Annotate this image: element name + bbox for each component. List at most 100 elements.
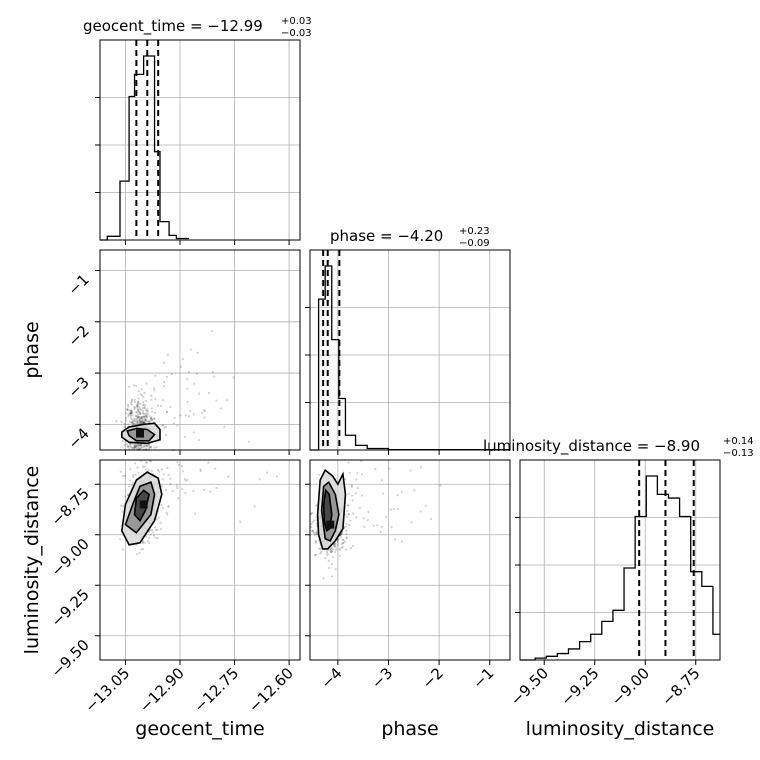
sample-point [419, 466, 423, 469]
sample-point [150, 417, 153, 420]
density-peak [136, 429, 144, 438]
sample-point [141, 445, 144, 448]
sample-point [144, 415, 147, 418]
title-luminosity-distance-main: luminosity_distance = −8.90 [483, 437, 700, 456]
sample-point [142, 395, 145, 399]
sample-point [192, 413, 195, 416]
sample-point [176, 461, 179, 464]
sample-point [137, 402, 140, 405]
sample-point [360, 460, 363, 463]
sample-point [135, 445, 138, 448]
sample-point [310, 512, 314, 515]
sample-point [133, 398, 137, 401]
sample-point [374, 468, 377, 471]
sample-point [139, 420, 142, 424]
sample-point [135, 422, 139, 425]
sample-point [165, 433, 168, 436]
sample-point [193, 512, 197, 515]
sample-point [355, 478, 358, 481]
sample-point [129, 412, 133, 415]
sample-point [138, 444, 141, 447]
sample-point [215, 399, 218, 402]
sample-point [318, 473, 321, 476]
sample-point [143, 445, 146, 448]
sample-point [177, 463, 181, 467]
sample-point [314, 540, 318, 544]
sample-point [161, 424, 164, 427]
sample-point [253, 505, 256, 508]
sample-point [345, 529, 348, 532]
sample-point [137, 471, 140, 474]
sample-point [134, 406, 137, 409]
sample-point [166, 353, 169, 356]
sample-point [166, 410, 169, 414]
sample-point [136, 402, 139, 405]
sample-point [143, 412, 146, 416]
hist-bar [635, 516, 646, 660]
hist-bar [668, 498, 679, 660]
sample-point [396, 507, 399, 510]
sample-point [130, 421, 133, 424]
sample-point [379, 531, 382, 534]
sample-point [154, 536, 157, 539]
sample-point [161, 506, 164, 509]
sample-point [139, 393, 142, 396]
sample-point [133, 384, 136, 387]
sample-point [326, 553, 329, 556]
sample-point [198, 438, 201, 442]
sample-point [141, 409, 145, 412]
sample-point [341, 538, 344, 541]
sample-point [390, 526, 393, 529]
hist-outline [100, 55, 190, 241]
sample-point [329, 550, 333, 554]
sample-point [130, 418, 134, 421]
sample-point [133, 400, 136, 404]
sample-point [389, 508, 392, 511]
sample-point [356, 486, 359, 490]
sample-point [145, 461, 148, 464]
sample-point [367, 510, 370, 513]
sample-point [142, 421, 145, 424]
sample-point [142, 420, 145, 424]
sample-point [356, 471, 359, 475]
sample-point [265, 471, 269, 474]
sample-point [187, 414, 191, 418]
sample-point [342, 541, 345, 545]
sample-point [215, 486, 218, 490]
sample-point [142, 540, 145, 543]
sample-point [338, 547, 341, 550]
sample-point [154, 374, 157, 377]
sample-point [141, 417, 144, 420]
sample-point [150, 407, 153, 410]
sample-point [140, 443, 143, 447]
sample-point [151, 531, 155, 534]
sample-point [136, 407, 139, 410]
sample-point [143, 416, 146, 419]
sample-point [350, 485, 354, 488]
sample-point [180, 465, 184, 468]
sample-point [146, 420, 149, 423]
sample-point [148, 530, 151, 534]
sample-point [396, 494, 399, 497]
sample-point [142, 403, 145, 406]
sample-point [314, 539, 317, 543]
sample-point [137, 410, 140, 413]
sample-point [145, 399, 148, 402]
sample-point [354, 492, 357, 495]
sample-point [142, 411, 145, 414]
sample-point [149, 446, 153, 449]
sample-point [335, 548, 338, 551]
sample-point [131, 481, 134, 484]
ylabel-luminosity-distance: luminosity_distance [21, 466, 43, 655]
sample-point [314, 534, 317, 537]
sample-point [139, 412, 142, 415]
sample-point [127, 385, 131, 388]
sample-point [147, 469, 150, 472]
sample-point [134, 444, 138, 447]
sample-point [149, 446, 153, 449]
sample-point [140, 446, 143, 449]
sample-point [160, 503, 163, 507]
sample-point [347, 513, 350, 516]
sample-point [147, 420, 150, 423]
sample-point [138, 422, 141, 425]
